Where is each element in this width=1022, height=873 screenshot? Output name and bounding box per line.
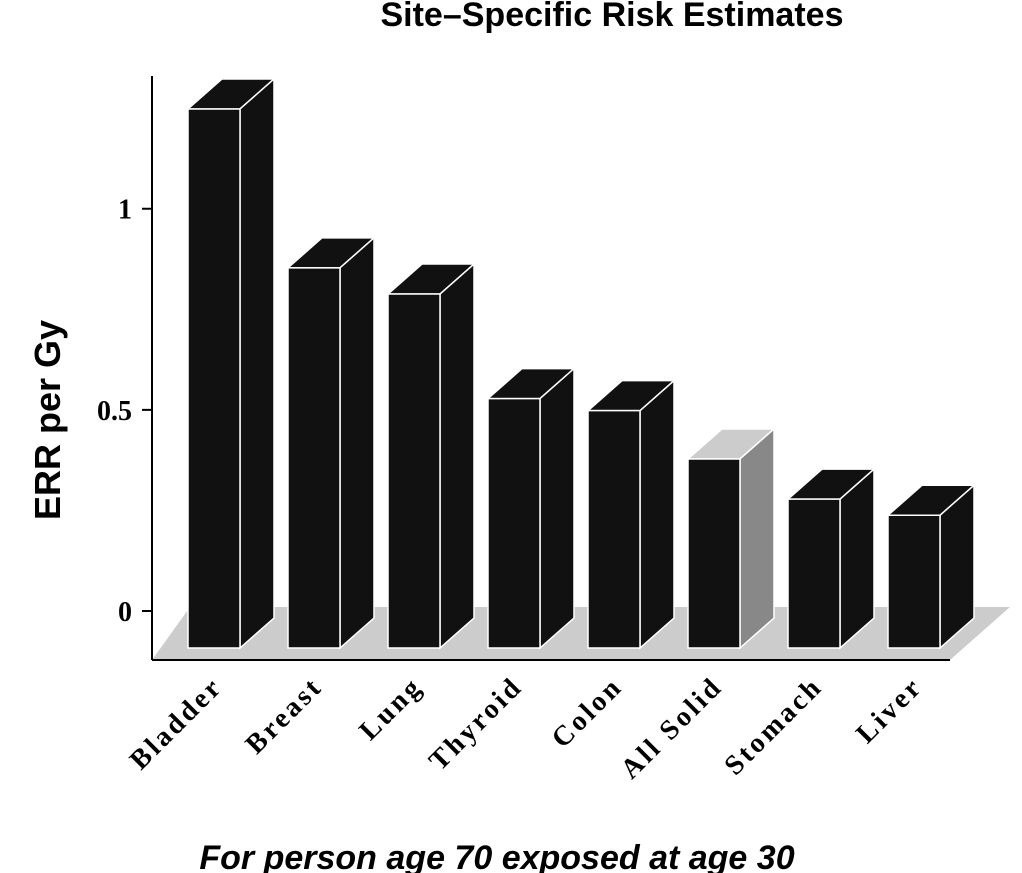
y-tick-label: 0.5 xyxy=(97,396,132,427)
bar-front xyxy=(487,397,541,649)
x-tick-label: Liver xyxy=(850,671,929,750)
chart-title: Site–Specific Risk Estimates xyxy=(380,0,843,34)
bar xyxy=(686,427,776,650)
bar-front xyxy=(287,267,341,649)
bar xyxy=(486,366,576,650)
bar xyxy=(586,379,676,650)
bar-front xyxy=(787,498,841,649)
x-tick-label: Bladder xyxy=(124,671,229,776)
x-tick-label: All Solid xyxy=(615,671,729,785)
bar-side xyxy=(539,366,575,650)
bar-front xyxy=(887,514,941,649)
y-tick-label: 1 xyxy=(118,195,132,226)
bar xyxy=(286,236,376,650)
bar xyxy=(186,77,276,650)
bar xyxy=(386,262,476,650)
bar-side xyxy=(739,427,775,650)
bar-front xyxy=(187,108,241,649)
bar-side xyxy=(239,77,275,650)
bar-side xyxy=(839,467,875,650)
y-tick-label: 0 xyxy=(118,597,132,628)
x-tick-label: Colon xyxy=(546,671,629,754)
floor xyxy=(152,607,1010,660)
x-tick-label: Thyroid xyxy=(423,671,529,777)
x-tick-label: Lung xyxy=(353,671,429,747)
bar-front xyxy=(687,458,741,649)
x-axis-label: For person age 70 exposed at age 30 xyxy=(199,839,794,873)
bar-side xyxy=(639,379,675,650)
y-axis-label: ERR per Gy xyxy=(27,320,68,520)
bar-side xyxy=(439,262,475,650)
bar-front xyxy=(387,293,441,649)
x-tick-label: Breast xyxy=(240,671,329,760)
bar-front xyxy=(587,409,641,649)
bar xyxy=(786,467,876,650)
x-tick-label: Stomach xyxy=(718,671,828,781)
bar-side xyxy=(339,236,375,650)
bar xyxy=(886,483,976,650)
